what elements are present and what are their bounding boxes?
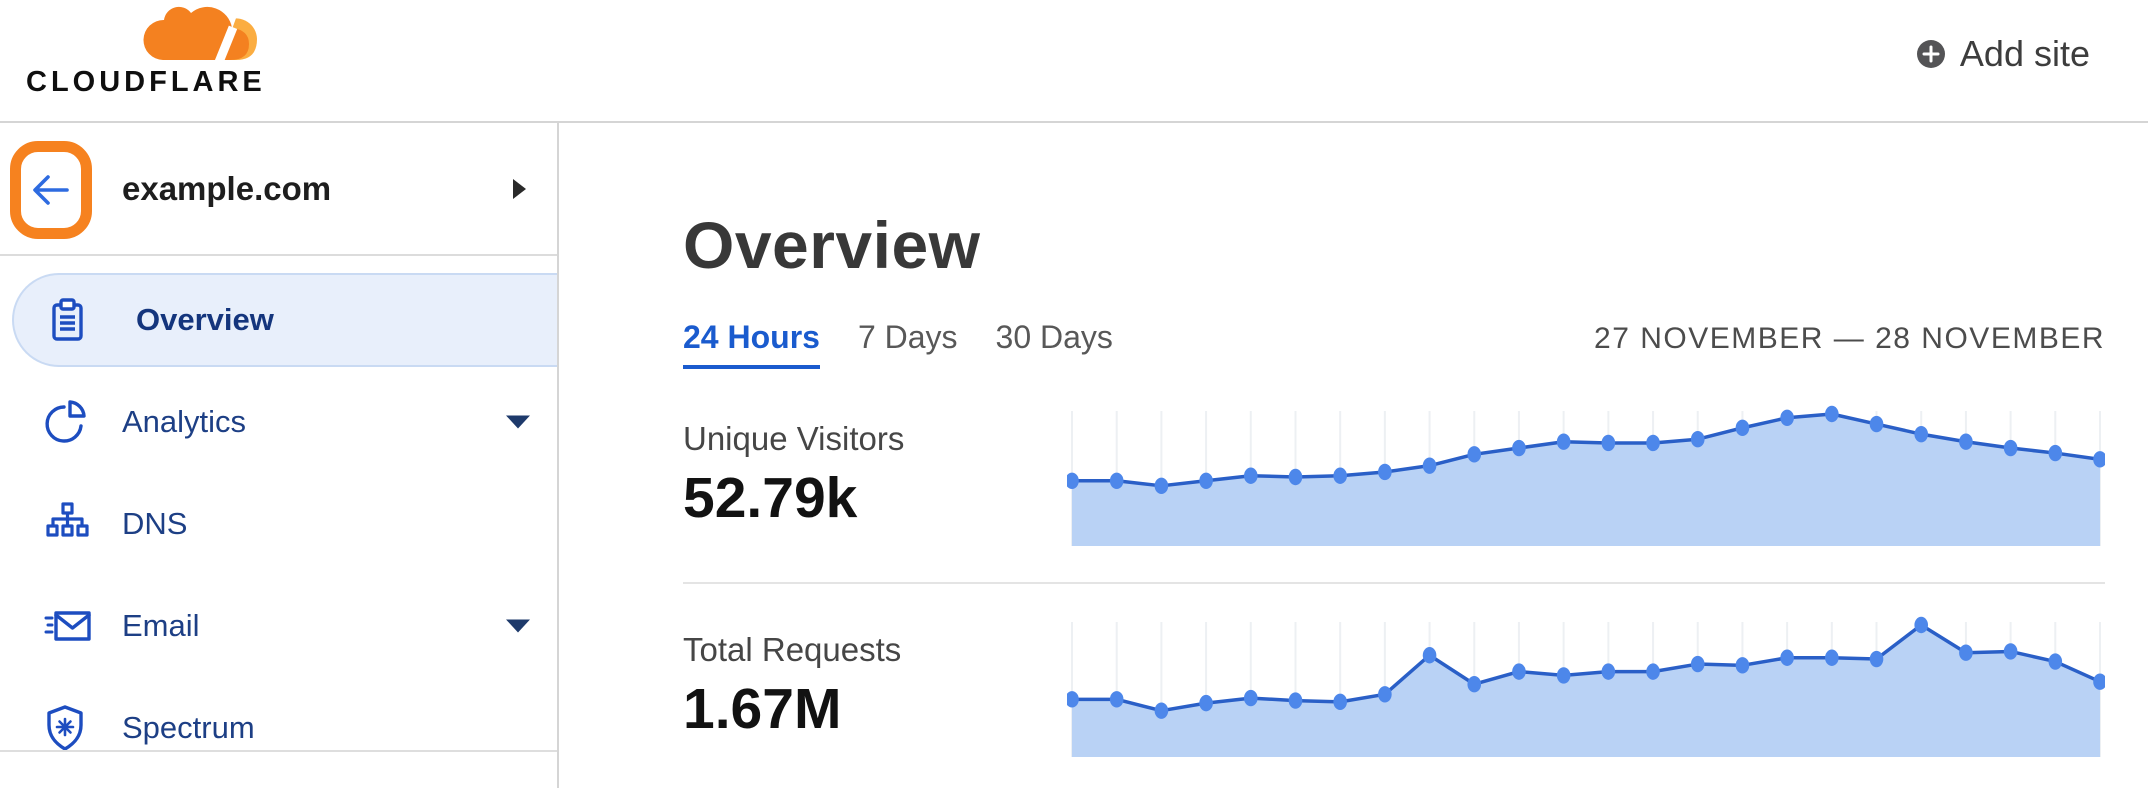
cloudflare-logo[interactable]: CLOUDFLARE — [26, 4, 262, 100]
total-requests-value: 1.67M — [683, 677, 842, 741]
unique-visitors-value: 52.79k — [683, 466, 858, 530]
section-divider — [683, 582, 2105, 584]
tab-24-hours[interactable]: 24 Hours — [683, 319, 820, 369]
top-bar: CLOUDFLARE Add site — [0, 0, 2148, 123]
sidebar-item-analytics[interactable]: Analytics — [0, 375, 557, 469]
spectrum-shield-icon — [47, 705, 83, 751]
clipboard-icon — [52, 298, 83, 341]
sidebar-item-spectrum[interactable]: Spectrum — [0, 681, 557, 775]
cloudflare-wordmark: CLOUDFLARE — [26, 66, 266, 98]
time-range-tabs: 24 Hours 7 Days 30 Days 27 NOVEMBER — 28… — [683, 319, 2105, 369]
chevron-down-icon[interactable] — [505, 619, 531, 634]
sidebar-item-label: Analytics — [122, 404, 247, 439]
annotation-highlight — [10, 141, 92, 239]
plus-circle-icon — [1916, 40, 1945, 68]
main-content: Overview 24 Hours 7 Days 30 Days 27 NOVE… — [559, 123, 2148, 788]
tab-30-days[interactable]: 30 Days — [995, 319, 1113, 355]
sidebar-item-label: Spectrum — [122, 710, 255, 745]
sidebar-nav: Overview Analytics DNS — [0, 256, 557, 783]
add-site-label: Add site — [1959, 33, 2090, 74]
sidebar-item-dns[interactable]: DNS — [0, 477, 557, 571]
sidebar-item-label: Overview — [136, 302, 274, 337]
chevron-down-icon[interactable] — [505, 415, 531, 430]
sidebar-item-label: DNS — [122, 506, 188, 541]
total-requests-chart — [1067, 616, 2105, 757]
unique-visitors-chart — [1067, 405, 2105, 546]
add-site-button[interactable]: Add site — [1916, 33, 2090, 75]
date-range-label: 27 NOVEMBER — 28 NOVEMBER — [1594, 322, 2105, 355]
caret-right-icon[interactable] — [512, 178, 527, 200]
site-name[interactable]: example.com — [122, 169, 332, 207]
site-header-row: example.com — [0, 123, 557, 256]
page-title: Overview — [683, 208, 981, 282]
sidebar-item-email[interactable]: Email — [0, 579, 557, 673]
sidebar-item-label: Email — [122, 608, 200, 643]
tab-7-days[interactable]: 7 Days — [857, 319, 958, 355]
dns-tree-icon — [46, 502, 89, 537]
unique-visitors-label: Unique Visitors — [683, 420, 905, 457]
sidebar: example.com Overview Analytics — [0, 123, 559, 788]
cloudflare-cloud-icon — [143, 6, 257, 62]
email-icon — [44, 611, 91, 641]
total-requests-label: Total Requests — [683, 631, 902, 668]
sidebar-item-overview[interactable]: Overview — [12, 273, 557, 367]
sidebar-divider — [0, 750, 557, 752]
pie-chart-icon — [45, 400, 86, 443]
back-arrow-icon[interactable] — [28, 167, 74, 213]
